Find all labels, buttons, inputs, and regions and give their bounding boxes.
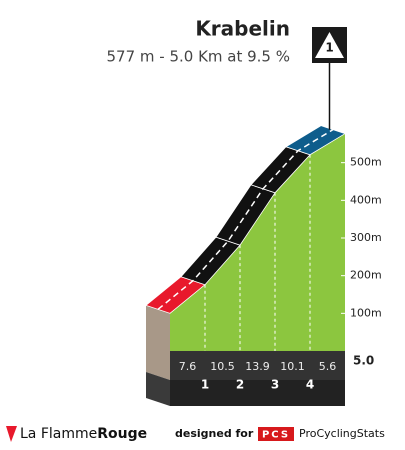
base-band [170, 351, 345, 380]
brand-logo [6, 426, 17, 442]
chart-title: Krabelin [195, 17, 290, 41]
gradient-label: 7.6 [179, 360, 197, 373]
pcs-badge [258, 427, 294, 441]
chart-subtitle: 577 m - 5.0 Km at 9.5 % [106, 48, 290, 66]
gradient-label: 10.1 [280, 360, 305, 373]
category-label: 1 [325, 41, 333, 55]
brand-bold: Rouge [97, 426, 147, 442]
brand: La FlammeRouge [20, 426, 147, 442]
plot: 7.6 10.5 13.9 10.1 5.6 1 2 3 4 5.0 100m 200m 300m 400… [145, 63, 382, 406]
gradient-label: 5.6 [319, 360, 337, 373]
profile-face [170, 133, 345, 351]
x-tick-label: 3 [271, 378, 279, 392]
y-tick-label: 300m [350, 231, 382, 244]
x-tick-label: 5.0 [353, 354, 374, 368]
gradient-label: 13.9 [245, 360, 270, 373]
x-tick-label: 2 [236, 378, 244, 392]
x-tick-label: 4 [306, 378, 314, 392]
base-floor [170, 380, 345, 406]
x-tick-label: 1 [201, 378, 209, 392]
designed-for: designed for [175, 427, 254, 440]
base-side [146, 305, 170, 380]
y-tick-label: 400m [350, 193, 382, 206]
y-tick-label: 500m [350, 156, 382, 169]
base-side-dark [146, 372, 170, 406]
y-tick-label: 200m [350, 269, 382, 282]
brand-name: La Flamme [20, 426, 97, 442]
site-name: ProCyclingStats [299, 427, 385, 440]
y-tick-label: 100m [350, 306, 382, 319]
gradient-label: 10.5 [210, 360, 235, 373]
badge-triangle [315, 32, 344, 58]
pcs-label: PCS [262, 430, 290, 441]
